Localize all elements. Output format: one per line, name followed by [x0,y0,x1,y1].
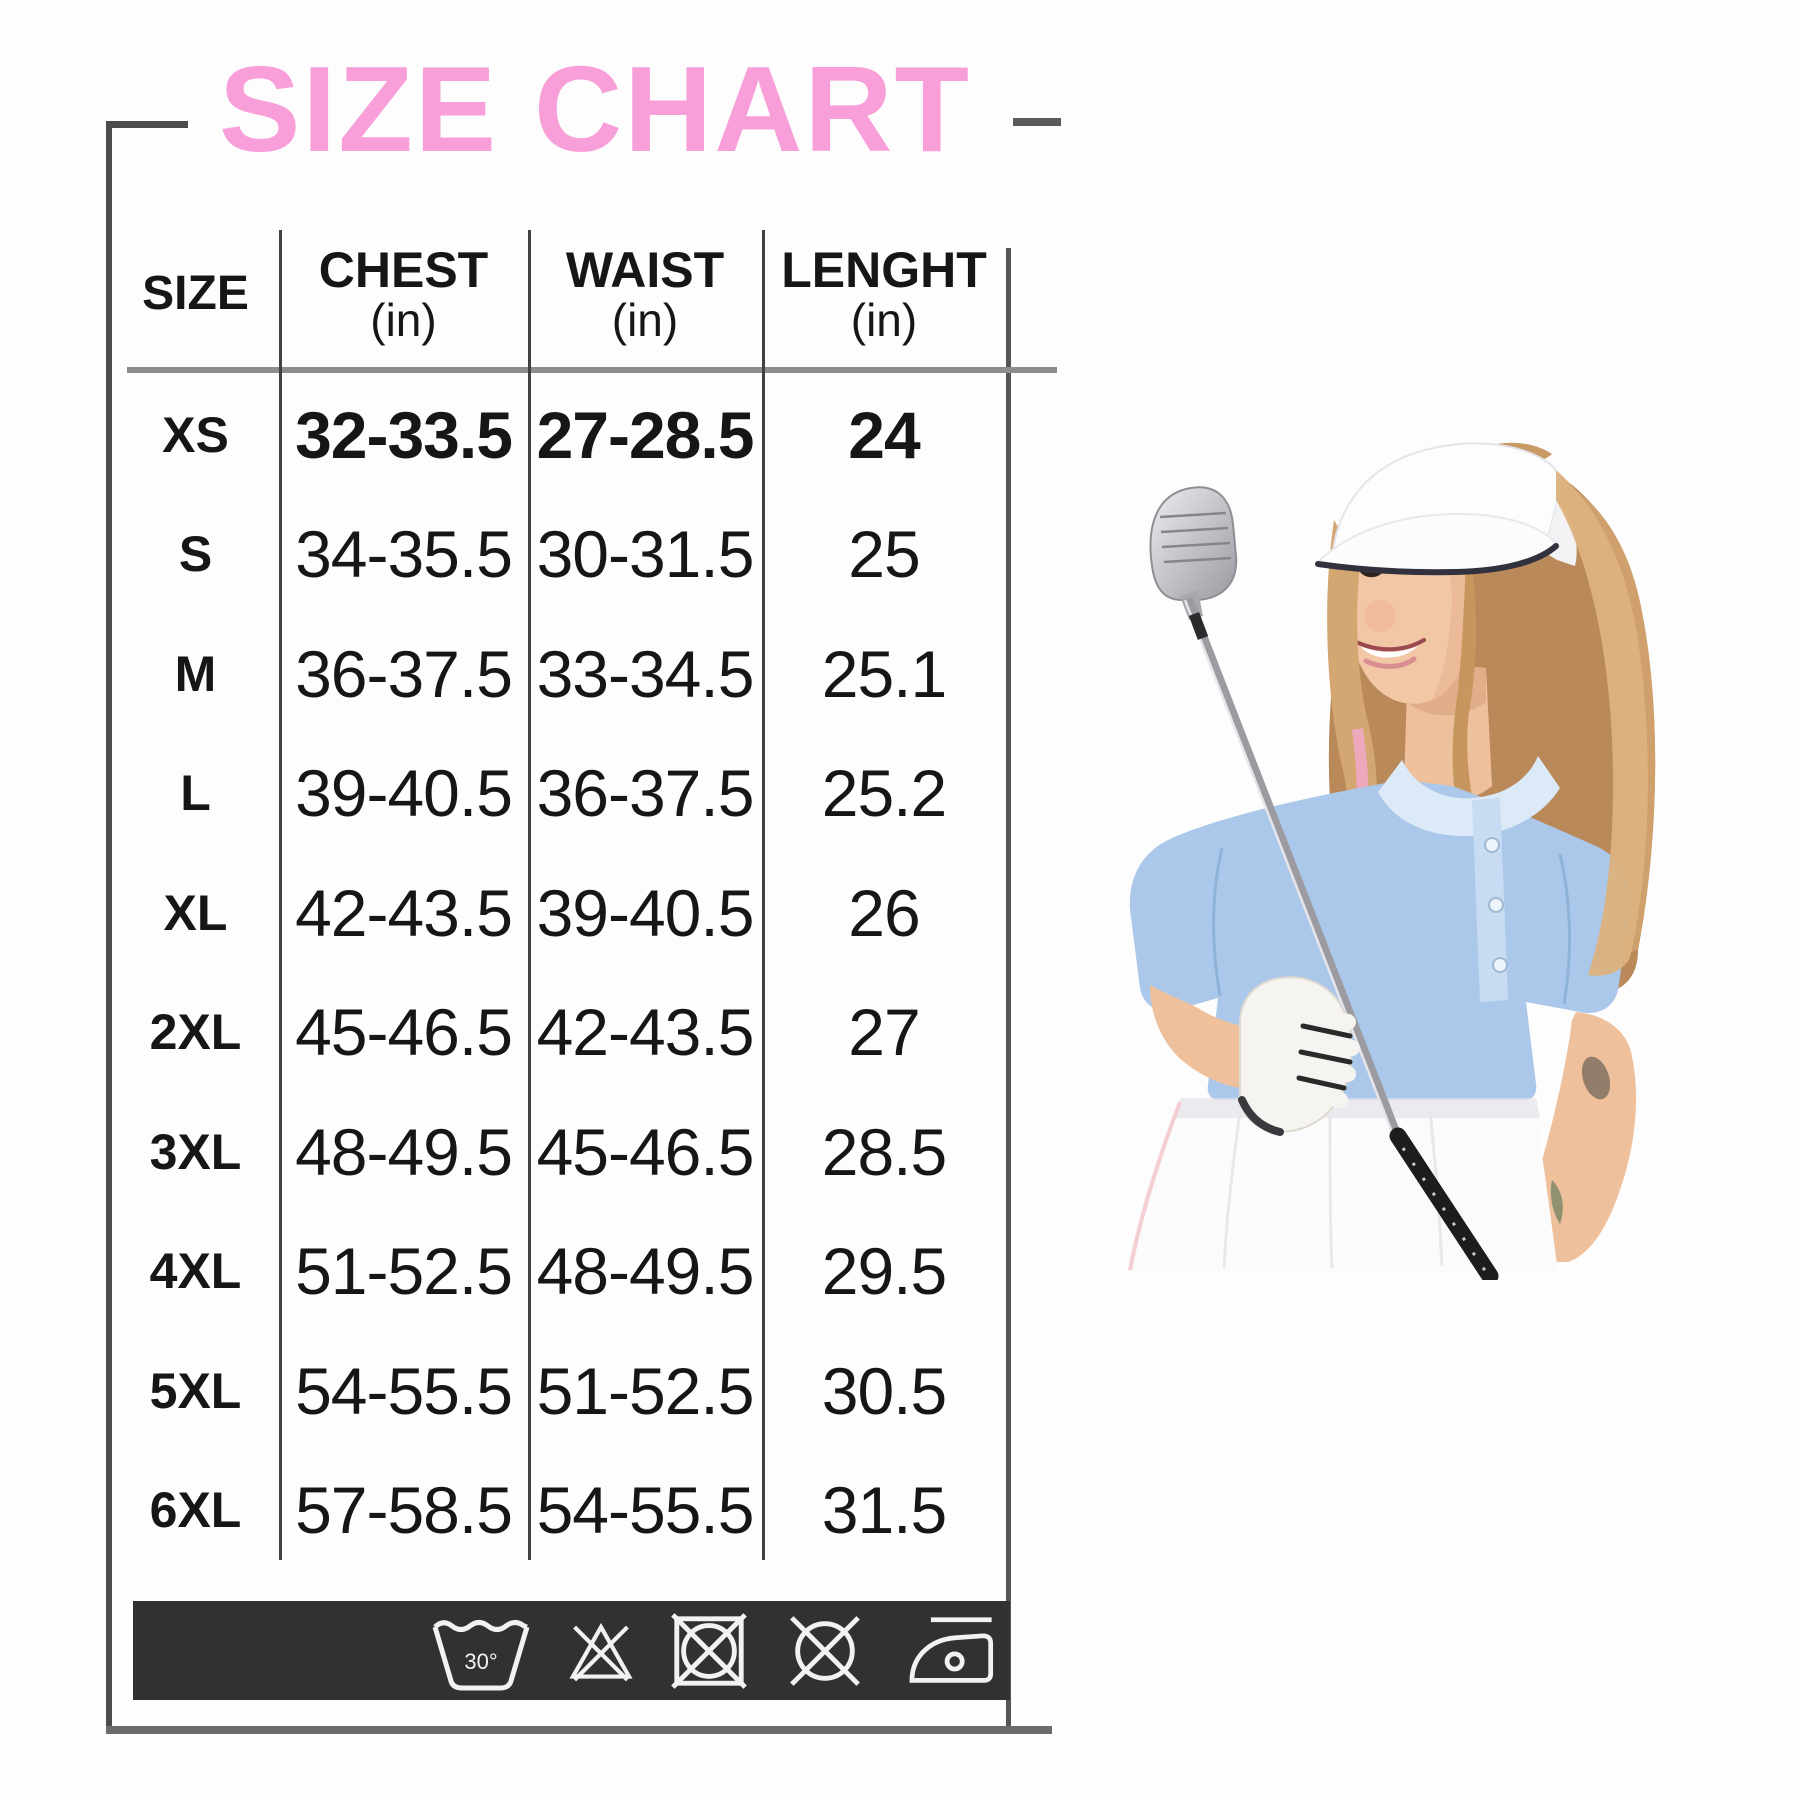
table-row-xl: XL 42-43.5 39-40.5 26 [112,875,1006,951]
skirt [1126,1098,1558,1272]
chest-value: 51-52.5 [295,1234,513,1309]
column-divider [279,230,282,1560]
length-value: 25.1 [821,636,947,711]
size-label: XL [163,884,228,941]
chest-value: 57-58.5 [295,1473,513,1548]
polo-button [1492,957,1508,973]
header-waist-unit: (in) [611,294,679,347]
table-row-5xl: 5XL 54-55.5 51-52.5 30.5 [112,1353,1006,1429]
polo-collar [1378,756,1560,837]
table-row-2xl: 2XL 45-46.5 42-43.5 27 [112,994,1006,1070]
size-label: XS [162,406,229,463]
size-label: 2XL [149,1004,242,1061]
waist-value: 27-28.5 [536,397,755,472]
table-row-4xl: 4XL 51-52.5 48-49.5 29.5 [112,1233,1006,1309]
polo-button [1488,897,1504,913]
size-table-header: SIZE CHEST (in) WAIST (in) LENGHT (in) [112,218,1006,370]
waist-value: 45-46.5 [536,1114,755,1189]
table-row-l: L 39-40.5 36-37.5 25.2 [112,755,1006,831]
length-value: 31.5 [821,1473,947,1548]
table-row-3xl: 3XL 48-49.5 45-46.5 28.5 [112,1114,1006,1190]
header-waist: WAIST (in) [528,218,762,370]
size-label: S [178,526,213,583]
waist-value: 48-49.5 [536,1234,755,1309]
header-length: LENGHT (in) [762,218,1006,370]
header-length-unit: (in) [850,294,918,347]
waist-value: 36-37.5 [536,756,755,831]
iron-icon [909,1616,994,1683]
column-divider [762,230,765,1560]
table-row-6xl: 6XL 57-58.5 54-55.5 31.5 [112,1472,1006,1548]
polo-button [1484,837,1500,853]
chest-value: 39-40.5 [295,756,513,831]
table-row-m: M 36-37.5 33-34.5 25.1 [112,636,1006,712]
chest-value: 54-55.5 [295,1353,513,1428]
page-title: SIZE CHART [219,41,971,177]
header-underline [127,367,1057,373]
length-value: 25 [848,517,920,592]
chest-value: 45-46.5 [295,995,513,1070]
size-label: 5XL [149,1362,242,1419]
column-divider [528,230,531,1560]
waist-value: 51-52.5 [536,1353,755,1428]
frame-top-right-dash [1013,118,1061,126]
do-not-dry-clean-icon [790,1615,860,1686]
size-label: 3XL [149,1123,242,1180]
chest-value: 32-33.5 [295,397,513,472]
header-chest-unit: (in) [370,294,437,347]
chest-value: 48-49.5 [295,1114,513,1189]
length-value: 28.5 [821,1114,947,1189]
frame-left-border [106,121,112,1733]
table-row-xs: XS 32-33.5 27-28.5 24 [112,397,1006,473]
size-table-body: XS 32-33.5 27-28.5 24 S 34-35.5 30-31.5 … [112,375,1006,1570]
header-size: SIZE [112,218,279,370]
size-label: M [174,645,217,702]
length-value: 30.5 [821,1353,947,1428]
chest-value: 36-37.5 [295,636,513,711]
length-value: 29.5 [821,1234,947,1309]
tattoo [1550,1180,1563,1224]
table-row-s: S 34-35.5 30-31.5 25 [112,516,1006,592]
wash-30-icon: 30° [432,1619,530,1690]
golf-glove [1238,976,1360,1136]
waist-value: 30-31.5 [536,517,755,592]
length-value: 26 [848,875,920,950]
header-waist-label: WAIST [565,241,725,298]
club-shaft [1183,596,1403,1140]
svg-text:30°: 30° [464,1649,497,1674]
header-chest-label: CHEST [318,241,489,298]
tattoo [1581,1056,1611,1100]
smile [1354,638,1426,652]
chest-value: 34-35.5 [295,517,513,592]
length-value: 24 [848,397,920,472]
header-size-label: SIZE [142,266,249,320]
size-label: 4XL [149,1243,242,1300]
visor [1315,442,1577,576]
care-instructions-bar: 30° [133,1601,1010,1700]
size-label: L [180,765,211,822]
visor-trim [1315,543,1559,576]
frame-right-border [1006,248,1011,1733]
waist-value: 33-34.5 [536,636,755,711]
header-chest: CHEST (in) [279,218,528,370]
chest-value: 42-43.5 [295,875,513,950]
waist-value: 39-40.5 [536,875,755,950]
golf-club [1149,486,1499,1280]
frame-bottom-border [106,1726,1052,1734]
right-arm [1522,1012,1637,1262]
waist-value: 54-55.5 [536,1473,755,1548]
size-label: 6XL [149,1482,242,1539]
waist-value: 42-43.5 [536,995,755,1070]
frame-top-left-segment [106,121,188,128]
header-length-label: LENGHT [781,241,987,298]
length-value: 27 [848,995,920,1070]
woman-golfer-photo [1126,442,1656,1280]
do-not-tumble-dry-icon [671,1612,747,1689]
length-value: 25.2 [821,756,947,831]
do-not-bleach-icon [569,1622,633,1681]
